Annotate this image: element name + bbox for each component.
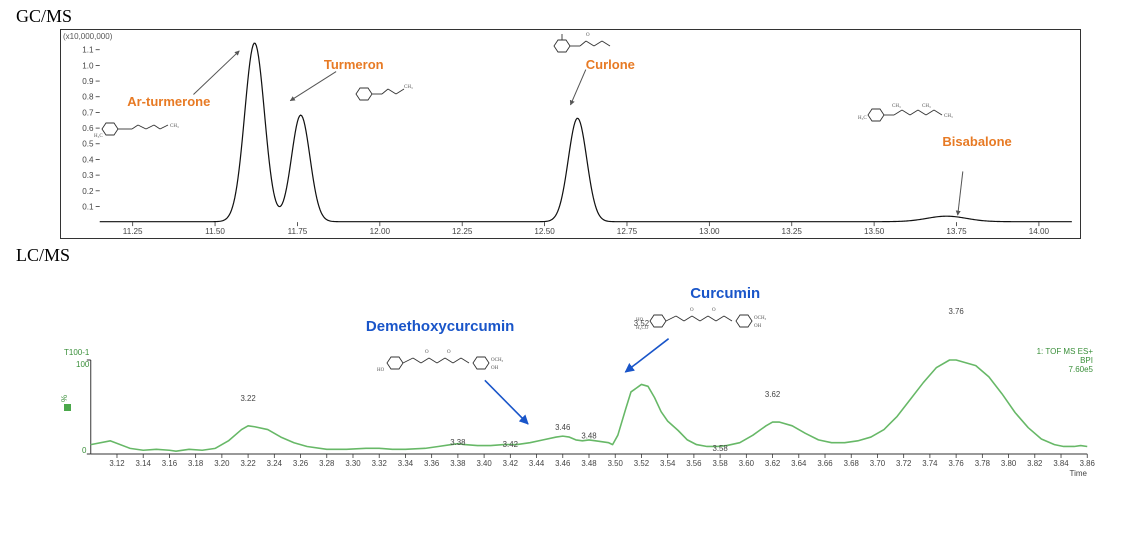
gc-chart-wrap: (x10,000,000) 0.10.20.30.40.50.60.70.80.… — [60, 29, 1081, 239]
svg-text:3.42: 3.42 — [503, 440, 518, 449]
svg-text:3.52: 3.52 — [634, 459, 649, 468]
svg-text:3.66: 3.66 — [817, 459, 833, 468]
svg-text:3.30: 3.30 — [345, 459, 361, 468]
svg-text:3.84: 3.84 — [1053, 459, 1069, 468]
lc-chart-wrap: T100-1 1: TOF MS ES+ BPI 7.60e5 100 0 % … — [20, 268, 1101, 476]
lc-sample-name: T100-1 — [64, 348, 89, 357]
svg-text:0.7: 0.7 — [82, 108, 94, 117]
svg-text:0.1: 0.1 — [82, 203, 94, 212]
svg-text:0.4: 0.4 — [82, 156, 94, 165]
svg-text:3.20: 3.20 — [214, 459, 230, 468]
svg-text:3.48: 3.48 — [581, 459, 597, 468]
svg-text:0.3: 0.3 — [82, 171, 94, 180]
svg-text:11.50: 11.50 — [205, 227, 225, 236]
svg-text:3.40: 3.40 — [476, 459, 492, 468]
svg-text:3.28: 3.28 — [319, 459, 335, 468]
svg-text:3.46: 3.46 — [555, 423, 571, 432]
lc-meta-3: 7.60e5 — [1037, 366, 1093, 375]
svg-text:3.72: 3.72 — [896, 459, 911, 468]
svg-text:3.54: 3.54 — [660, 459, 676, 468]
svg-text:0.6: 0.6 — [82, 124, 94, 133]
svg-text:3.80: 3.80 — [1001, 459, 1017, 468]
svg-text:3.36: 3.36 — [424, 459, 440, 468]
svg-text:3.22: 3.22 — [240, 394, 255, 403]
svg-text:3.82: 3.82 — [1027, 459, 1042, 468]
svg-text:3.18: 3.18 — [188, 459, 204, 468]
svg-text:3.50: 3.50 — [608, 459, 624, 468]
svg-text:3.60: 3.60 — [739, 459, 755, 468]
svg-text:3.46: 3.46 — [555, 459, 571, 468]
svg-text:3.22: 3.22 — [240, 459, 255, 468]
svg-text:0.8: 0.8 — [82, 93, 94, 102]
svg-text:3.86: 3.86 — [1080, 459, 1096, 468]
svg-text:3.58: 3.58 — [712, 444, 728, 453]
svg-text:3.68: 3.68 — [844, 459, 860, 468]
svg-text:1.1: 1.1 — [82, 46, 94, 55]
svg-text:12.50: 12.50 — [534, 227, 555, 236]
gc-y-scale: (x10,000,000) — [63, 32, 112, 41]
lc-title: LC/MS — [16, 245, 1111, 266]
svg-text:12.25: 12.25 — [452, 227, 473, 236]
lc-ytick-100: 100 — [76, 360, 89, 369]
svg-text:3.76: 3.76 — [948, 459, 964, 468]
gc-svg: 0.1 0.2 0.3 0.4 0.5 0.6 0.7 0.8 0.9 1.0 1.1 11.25 11… — [61, 30, 1080, 238]
svg-text:3.74: 3.74 — [922, 459, 938, 468]
lc-svg: 3.12 3.14 3.16 3.18 3.20 3.22 3.24 3.26 3.28 3.30… — [20, 268, 1101, 476]
svg-text:13.00: 13.00 — [699, 227, 720, 236]
svg-text:3.62: 3.62 — [765, 459, 780, 468]
lc-ytick-0: 0 — [82, 446, 86, 455]
lc-x-axis-title: Time — [1070, 469, 1087, 478]
lc-meta-right: 1: TOF MS ES+ BPI 7.60e5 — [1037, 348, 1093, 374]
svg-text:3.44: 3.44 — [529, 459, 545, 468]
svg-text:3.32: 3.32 — [372, 459, 387, 468]
svg-text:11.75: 11.75 — [288, 227, 308, 236]
svg-text:3.70: 3.70 — [870, 459, 886, 468]
svg-text:3.24: 3.24 — [267, 459, 283, 468]
page: GC/MS (x10,000,000) 0.10.20.30.40.50.60.… — [0, 0, 1121, 555]
svg-text:0.9: 0.9 — [82, 77, 94, 86]
svg-text:3.52: 3.52 — [634, 319, 649, 328]
svg-text:3.34: 3.34 — [398, 459, 414, 468]
svg-text:3.16: 3.16 — [162, 459, 178, 468]
svg-text:12.75: 12.75 — [617, 227, 638, 236]
lc-chart: T100-1 1: TOF MS ES+ BPI 7.60e5 100 0 % … — [20, 268, 1101, 476]
lc-marker-square — [64, 404, 71, 411]
svg-text:3.56: 3.56 — [686, 459, 702, 468]
svg-text:0.2: 0.2 — [82, 187, 94, 196]
svg-text:3.64: 3.64 — [791, 459, 807, 468]
svg-text:3.42: 3.42 — [503, 459, 518, 468]
svg-text:13.50: 13.50 — [864, 227, 885, 236]
svg-text:3.14: 3.14 — [136, 459, 152, 468]
svg-text:3.62: 3.62 — [765, 390, 780, 399]
lc-y-axis-title: % — [60, 395, 69, 402]
gc-chart: (x10,000,000) 0.10.20.30.40.50.60.70.80.… — [60, 29, 1081, 239]
svg-text:3.78: 3.78 — [975, 459, 991, 468]
svg-text:0.5: 0.5 — [82, 140, 94, 149]
svg-text:3.26: 3.26 — [293, 459, 309, 468]
svg-text:3.76: 3.76 — [948, 307, 964, 316]
svg-text:3.38: 3.38 — [450, 438, 466, 447]
svg-text:3.48: 3.48 — [581, 431, 597, 440]
svg-text:14.00: 14.00 — [1029, 227, 1050, 236]
svg-text:3.58: 3.58 — [712, 459, 728, 468]
svg-text:3.38: 3.38 — [450, 459, 466, 468]
svg-text:12.00: 12.00 — [370, 227, 391, 236]
svg-text:11.25: 11.25 — [123, 227, 143, 236]
svg-text:13.75: 13.75 — [946, 227, 967, 236]
svg-text:1.0: 1.0 — [82, 61, 94, 70]
svg-text:13.25: 13.25 — [782, 227, 803, 236]
gc-title: GC/MS — [16, 6, 1111, 27]
svg-text:3.12: 3.12 — [109, 459, 124, 468]
